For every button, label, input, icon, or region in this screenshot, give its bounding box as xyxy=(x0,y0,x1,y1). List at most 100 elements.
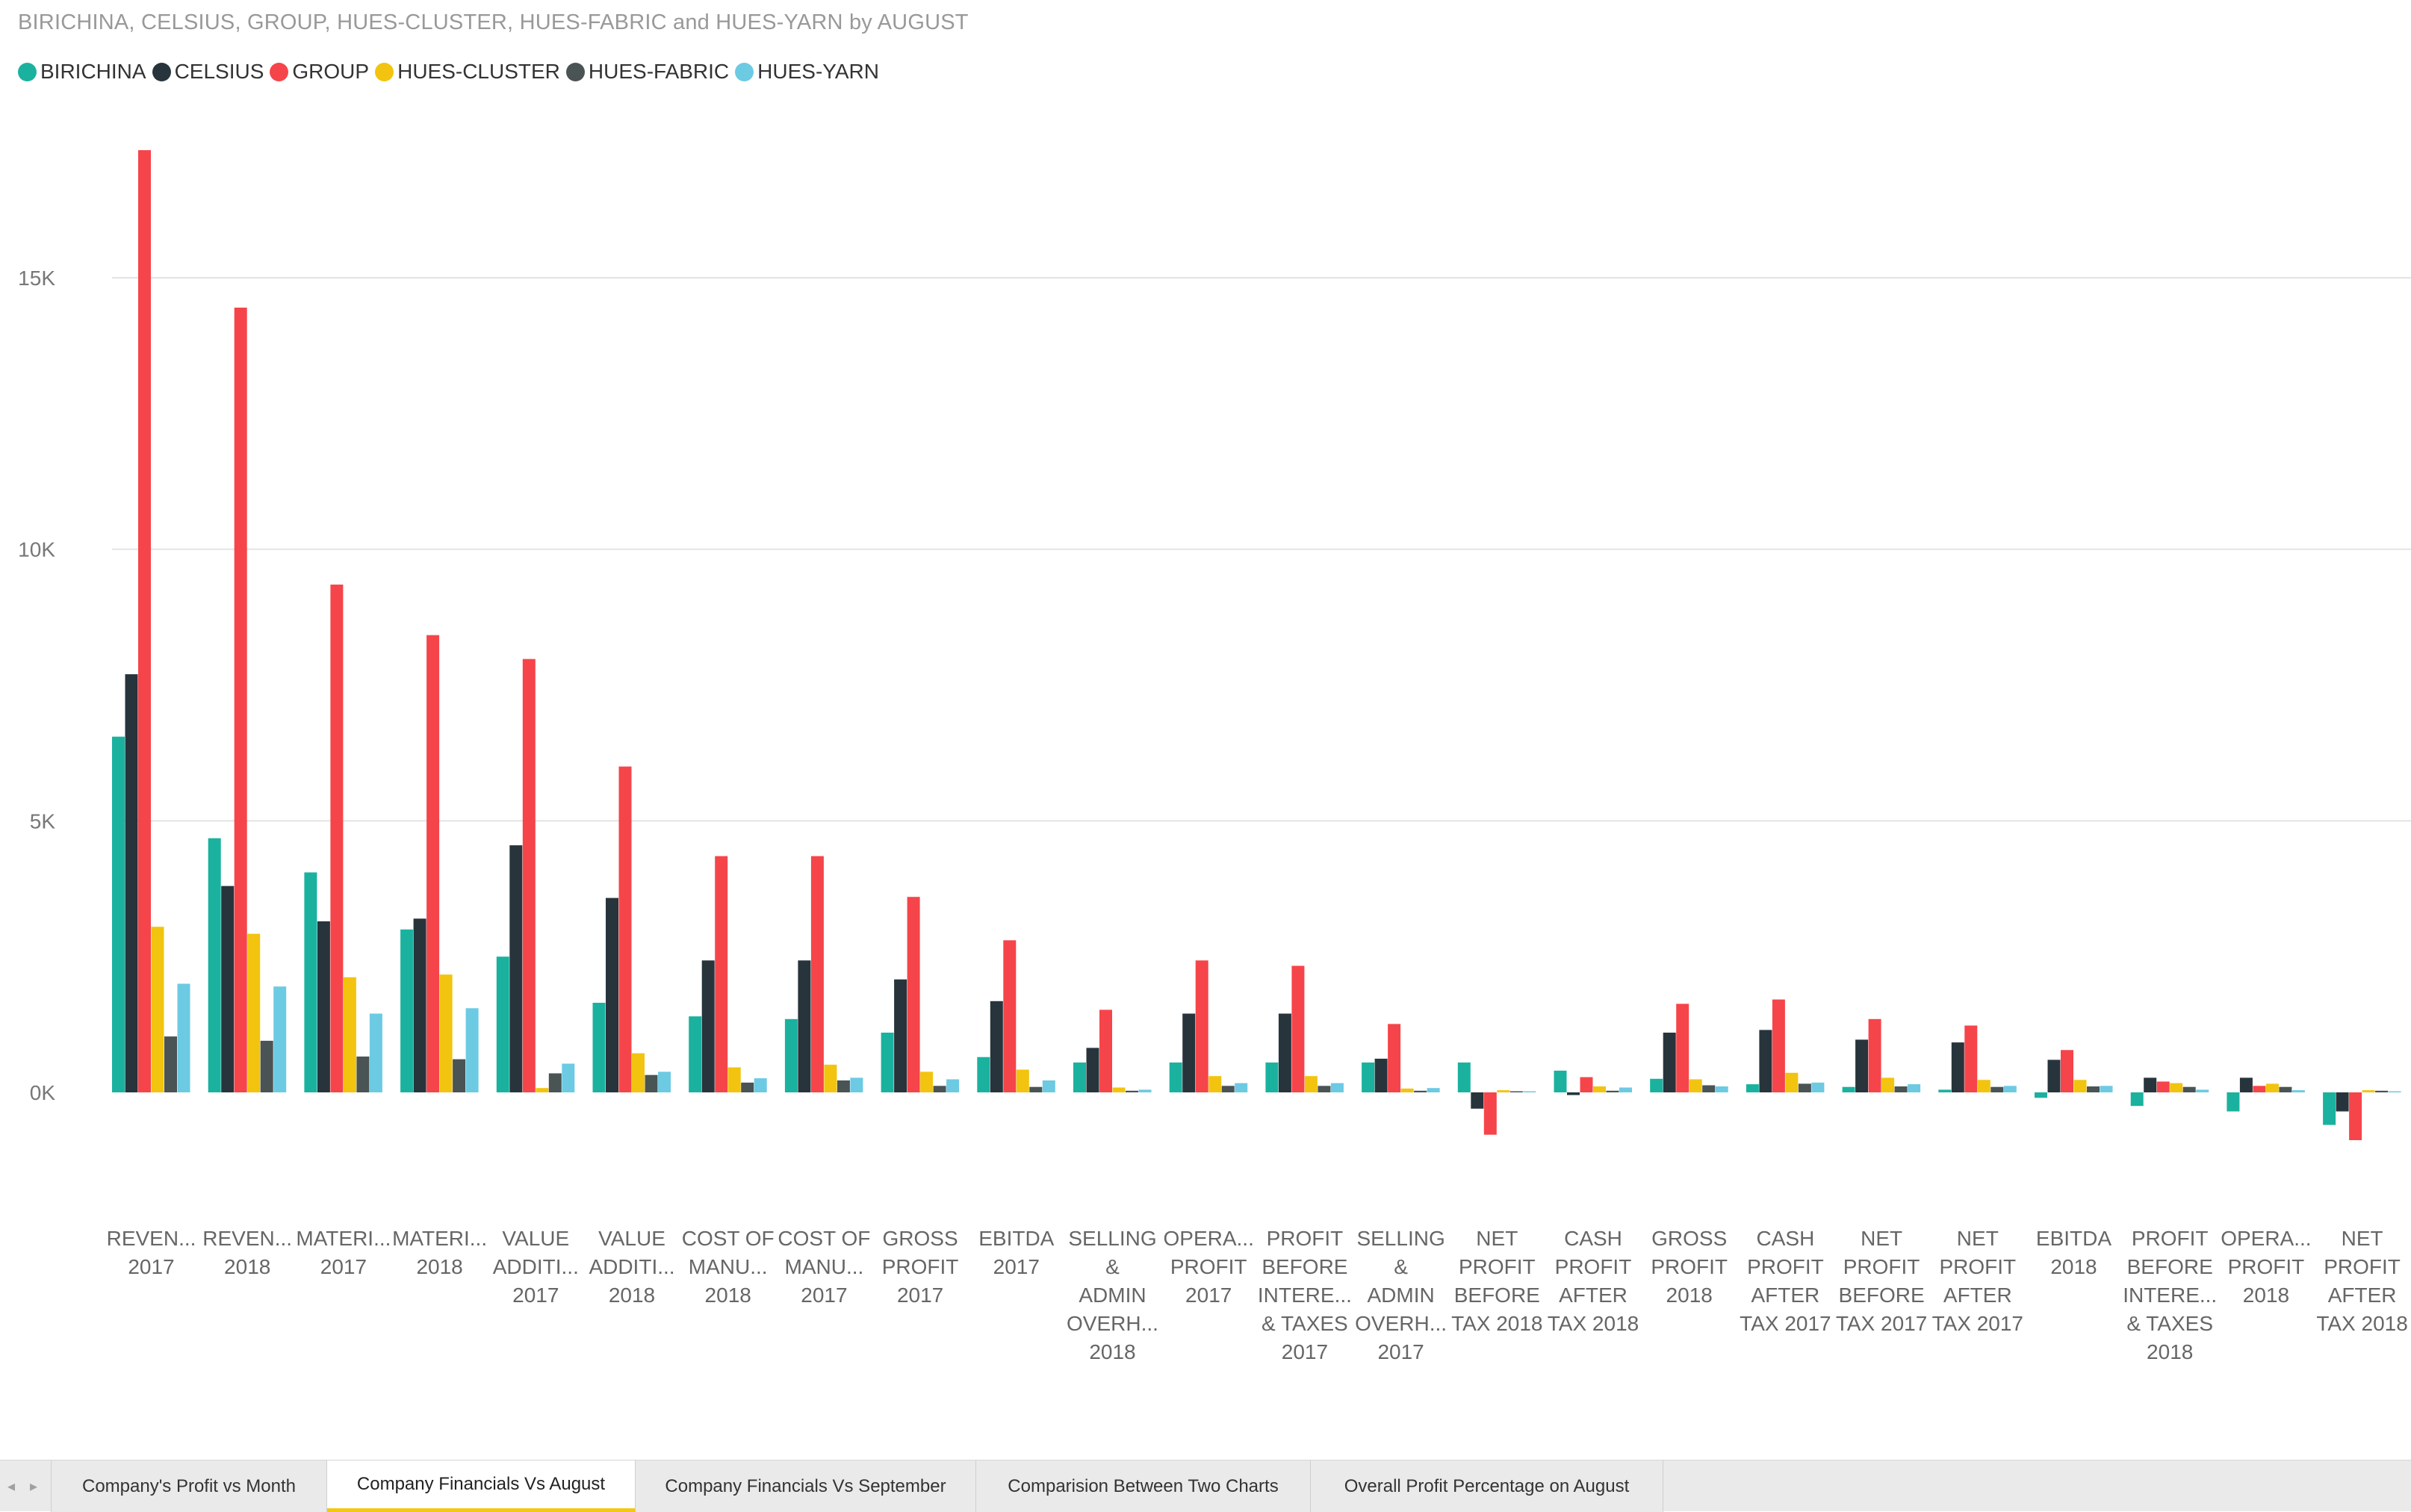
bar-celsius[interactable] xyxy=(701,960,715,1092)
bar-hues-fabric[interactable] xyxy=(548,1073,562,1093)
bar-birichina[interactable] xyxy=(1265,1063,1279,1092)
bar-birichina[interactable] xyxy=(112,736,125,1092)
bar-celsius[interactable] xyxy=(894,979,907,1092)
bar-hues-cluster[interactable] xyxy=(151,927,164,1092)
bar-hues-fabric[interactable] xyxy=(1606,1090,1619,1092)
bar-hues-fabric[interactable] xyxy=(260,1040,273,1092)
legend-item-hues-fabric[interactable]: HUES-FABRIC xyxy=(565,60,729,84)
bar-hues-yarn[interactable] xyxy=(1908,1084,1921,1092)
bar-group[interactable] xyxy=(138,150,151,1093)
bar-birichina[interactable] xyxy=(1362,1063,1375,1092)
bar-celsius[interactable] xyxy=(798,960,811,1092)
bar-celsius[interactable] xyxy=(1951,1042,1964,1092)
bar-hues-yarn[interactable] xyxy=(1138,1089,1152,1092)
bar-hues-cluster[interactable] xyxy=(1400,1088,1414,1092)
tab-overall-profit-percentage-on-august[interactable]: Overall Profit Percentage on August xyxy=(1311,1460,1663,1512)
bar-birichina[interactable] xyxy=(881,1033,894,1092)
bar-celsius[interactable] xyxy=(2144,1077,2157,1092)
bar-celsius[interactable] xyxy=(1663,1033,1676,1092)
bar-hues-fabric[interactable] xyxy=(2087,1086,2100,1092)
bar-birichina[interactable] xyxy=(2035,1092,2047,1098)
bar-group[interactable] xyxy=(1003,940,1017,1092)
bar-hues-fabric[interactable] xyxy=(2182,1086,2196,1092)
bar-hues-fabric[interactable] xyxy=(645,1074,658,1092)
bar-hues-cluster[interactable] xyxy=(632,1053,645,1092)
bar-hues-yarn[interactable] xyxy=(177,983,190,1093)
bar-celsius[interactable] xyxy=(1471,1092,1484,1109)
bar-birichina[interactable] xyxy=(208,838,221,1092)
bar-group[interactable] xyxy=(1964,1025,1978,1093)
tab-scroll-left-icon[interactable]: ◂ xyxy=(7,1478,16,1495)
bar-hues-cluster[interactable] xyxy=(2170,1083,2183,1092)
bar-hues-fabric[interactable] xyxy=(741,1082,754,1092)
bar-group[interactable] xyxy=(1772,999,1785,1092)
bar-hues-fabric[interactable] xyxy=(1318,1086,1331,1092)
bar-hues-fabric[interactable] xyxy=(1221,1086,1235,1092)
bar-birichina[interactable] xyxy=(1842,1086,1855,1092)
bar-hues-cluster[interactable] xyxy=(1593,1086,1606,1092)
bar-hues-cluster[interactable] xyxy=(1304,1076,1318,1092)
tab-company-financials-vs-august[interactable]: Company Financials Vs August xyxy=(327,1460,636,1512)
bar-group[interactable] xyxy=(522,659,536,1092)
bar-hues-cluster[interactable] xyxy=(824,1064,837,1092)
bar-birichina[interactable] xyxy=(977,1057,990,1092)
bar-hues-cluster[interactable] xyxy=(247,933,261,1092)
bar-group[interactable] xyxy=(1195,960,1208,1092)
bar-celsius[interactable] xyxy=(2336,1092,2349,1112)
bar-celsius[interactable] xyxy=(1855,1039,1869,1092)
bar-group[interactable] xyxy=(1868,1018,1881,1092)
bar-group[interactable] xyxy=(618,766,632,1092)
bar-hues-yarn[interactable] xyxy=(1427,1088,1440,1092)
bar-hues-cluster[interactable] xyxy=(2073,1080,2087,1092)
bar-hues-fabric[interactable] xyxy=(1029,1086,1043,1092)
bar-group[interactable] xyxy=(1676,1004,1689,1092)
bar-celsius[interactable] xyxy=(317,921,330,1092)
bar-hues-yarn[interactable] xyxy=(1715,1086,1728,1092)
bar-birichina[interactable] xyxy=(1073,1063,1086,1092)
bar-hues-fabric[interactable] xyxy=(356,1057,370,1092)
bar-hues-yarn[interactable] xyxy=(2003,1086,2017,1092)
bar-hues-cluster[interactable] xyxy=(2362,1090,2375,1092)
bar-group[interactable] xyxy=(2156,1081,2170,1093)
bar-hues-yarn[interactable] xyxy=(1619,1087,1632,1093)
bar-group[interactable] xyxy=(810,856,824,1092)
tab-companys-profit-vs-month[interactable]: Company's Profit vs Month xyxy=(51,1460,327,1512)
bar-celsius[interactable] xyxy=(1278,1013,1291,1093)
bar-hues-yarn[interactable] xyxy=(1523,1091,1536,1093)
legend-item-birichina[interactable]: BIRICHINA xyxy=(18,60,146,84)
bar-celsius[interactable] xyxy=(1182,1013,1196,1093)
bar-hues-yarn[interactable] xyxy=(273,986,287,1092)
bar-birichina[interactable] xyxy=(1457,1063,1471,1092)
bar-celsius[interactable] xyxy=(221,886,235,1092)
bar-celsius[interactable] xyxy=(509,845,523,1092)
bar-hues-yarn[interactable] xyxy=(754,1078,767,1092)
bar-hues-cluster[interactable] xyxy=(1016,1069,1029,1093)
bar-hues-fabric[interactable] xyxy=(453,1059,466,1092)
bar-group[interactable] xyxy=(1099,1009,1112,1092)
bar-group[interactable] xyxy=(1291,965,1305,1093)
bar-hues-fabric[interactable] xyxy=(164,1036,177,1092)
bar-birichina[interactable] xyxy=(304,872,317,1092)
bar-hues-fabric[interactable] xyxy=(1702,1085,1716,1093)
bar-group[interactable] xyxy=(2253,1086,2266,1092)
bar-group[interactable] xyxy=(330,584,344,1092)
bar-birichina[interactable] xyxy=(784,1018,798,1092)
bar-hues-yarn[interactable] xyxy=(1811,1082,1825,1092)
bar-celsius[interactable] xyxy=(606,897,618,1092)
bar-hues-cluster[interactable] xyxy=(343,977,356,1092)
bar-group[interactable] xyxy=(1580,1077,1593,1092)
legend-item-celsius[interactable]: CELSIUS xyxy=(152,60,264,84)
legend-item-hues-cluster[interactable]: HUES-CLUSTER xyxy=(375,60,560,84)
bar-group[interactable] xyxy=(2061,1050,2073,1092)
bar-celsius[interactable] xyxy=(1374,1058,1388,1092)
bar-hues-yarn[interactable] xyxy=(562,1063,575,1093)
bar-hues-cluster[interactable] xyxy=(1881,1077,1895,1092)
bar-group[interactable] xyxy=(715,856,728,1092)
bar-hues-yarn[interactable] xyxy=(2100,1086,2113,1092)
bar-hues-cluster[interactable] xyxy=(727,1067,741,1093)
bar-hues-yarn[interactable] xyxy=(658,1071,671,1092)
legend-item-group[interactable]: GROUP xyxy=(270,60,369,84)
bar-hues-cluster[interactable] xyxy=(536,1088,549,1092)
bar-hues-fabric[interactable] xyxy=(1894,1086,1908,1092)
bar-hues-fabric[interactable] xyxy=(2279,1086,2292,1092)
